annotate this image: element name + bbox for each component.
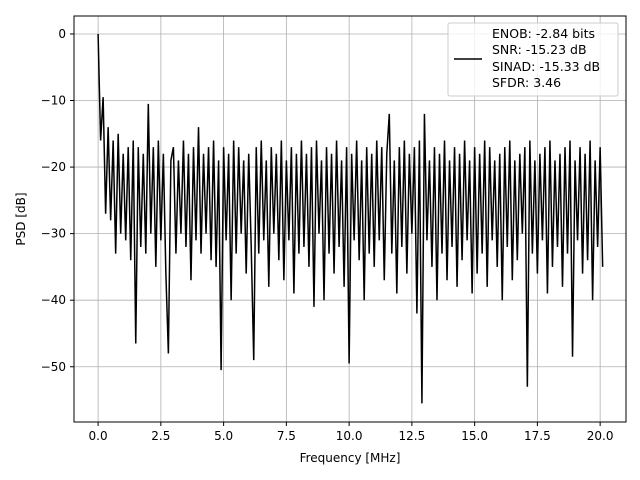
x-tick-label: 10.0 — [336, 429, 363, 443]
y-axis-label: PSD [dB] — [14, 192, 28, 245]
y-tick-label: −20 — [41, 160, 66, 174]
x-tick-label: 0.0 — [89, 429, 108, 443]
x-tick-label: 15.0 — [461, 429, 488, 443]
y-axis: 0 −10 −20 −30 −40 −50 — [41, 27, 74, 374]
x-tick-label: 20.0 — [587, 429, 614, 443]
legend-entry-sfdr: SFDR: 3.46 — [492, 75, 561, 90]
plot-frame — [73, 15, 627, 423]
x-tick-label: 17.5 — [524, 429, 551, 443]
x-tick-label: 12.5 — [399, 429, 426, 443]
x-axis-label: Frequency [MHz] — [300, 451, 401, 465]
legend-entry-snr: SNR: -15.23 dB — [492, 42, 587, 57]
x-axis: 0.0 2.5 5.0 7.5 10.0 12.5 15.0 17.5 20.0 — [89, 422, 614, 443]
legend: ENOB: -2.84 bits SNR: -15.23 dB SINAD: -… — [447, 22, 619, 97]
y-tick-label: 0 — [58, 27, 66, 41]
y-tick-label: −10 — [41, 94, 66, 108]
legend-box — [447, 22, 619, 97]
y-tick-label: −30 — [41, 227, 66, 241]
x-tick-label: 2.5 — [151, 429, 170, 443]
psd-series-line — [97, 33, 604, 404]
legend-entry-enob: ENOB: -2.84 bits — [492, 26, 595, 41]
x-tick-label: 5.0 — [214, 429, 233, 443]
y-tick-label: −40 — [41, 293, 66, 307]
y-tick-label: −50 — [41, 360, 66, 374]
legend-entry-sinad: SINAD: -15.33 dB — [492, 59, 600, 74]
x-tick-label: 7.5 — [277, 429, 296, 443]
